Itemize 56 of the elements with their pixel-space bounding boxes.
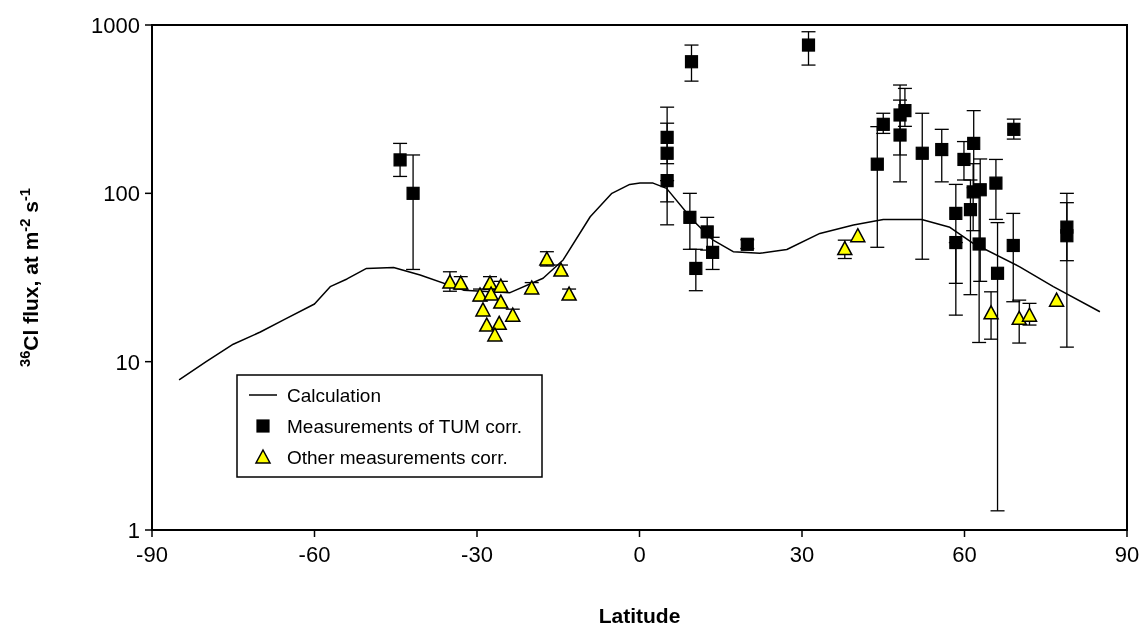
point xyxy=(1011,310,1027,326)
point xyxy=(1007,122,1021,136)
point xyxy=(393,153,407,167)
x-axis-title: Latitude xyxy=(598,604,681,627)
x-tick-label: -90 xyxy=(136,542,168,567)
point xyxy=(479,317,495,332)
point xyxy=(876,117,890,131)
point xyxy=(1006,238,1020,253)
y-tick-label: 1000 xyxy=(91,13,140,38)
point xyxy=(493,294,509,309)
point xyxy=(989,176,1003,190)
point xyxy=(683,210,697,224)
point xyxy=(493,278,509,293)
y-tick-label: 10 xyxy=(115,349,140,375)
point xyxy=(949,206,963,220)
point xyxy=(689,261,703,276)
point xyxy=(660,174,674,188)
y-tick-label: 100 xyxy=(103,181,140,207)
point xyxy=(487,327,503,342)
point xyxy=(870,157,884,171)
point xyxy=(935,142,949,157)
point xyxy=(967,136,981,150)
x-tick-label: 60 xyxy=(952,542,977,567)
point xyxy=(963,203,978,217)
x-tick-label: -60 xyxy=(298,542,331,567)
point xyxy=(1021,307,1038,322)
y-tick-label: 1 xyxy=(127,518,140,543)
legend-label: Calculation xyxy=(287,385,381,406)
point xyxy=(700,225,714,239)
point xyxy=(983,305,999,320)
point xyxy=(1060,229,1074,243)
point xyxy=(850,227,866,243)
point xyxy=(406,186,420,200)
point xyxy=(801,38,816,52)
point xyxy=(973,183,987,197)
legend-label: Other measurements corr. xyxy=(287,447,508,468)
point xyxy=(990,266,1005,280)
point xyxy=(475,302,491,317)
x-tick-label: -30 xyxy=(461,542,493,567)
point xyxy=(837,240,853,256)
point xyxy=(684,55,699,69)
legend-label: Measurements of TUM corr. xyxy=(287,416,523,437)
x-tick-label: 0 xyxy=(633,542,646,567)
point xyxy=(915,146,929,160)
point xyxy=(660,130,674,144)
x-tick-label: 90 xyxy=(1114,542,1140,567)
point xyxy=(893,128,907,142)
x-tick-label: 30 xyxy=(789,542,815,567)
point xyxy=(949,235,963,250)
point xyxy=(957,152,971,167)
point xyxy=(706,245,720,259)
point xyxy=(898,104,912,118)
point xyxy=(491,315,507,331)
point xyxy=(972,237,986,251)
point xyxy=(1048,292,1065,307)
point xyxy=(660,146,674,160)
